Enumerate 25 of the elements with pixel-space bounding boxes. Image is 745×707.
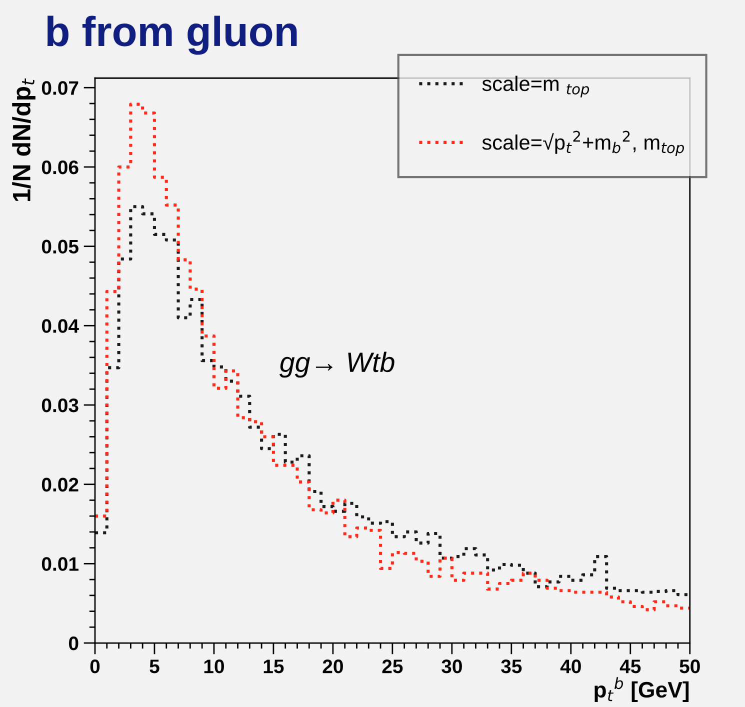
chart-title: b from gluon <box>47 16 297 55</box>
x-tick-label: 0 <box>90 660 100 674</box>
x-tick-label: 40 <box>560 660 581 674</box>
x-tick-label: 10 <box>204 660 224 674</box>
annotation: gg→ Wtb <box>279 352 394 378</box>
x-tick-label: 45 <box>620 660 641 674</box>
x-axis-title: p$_{t}$$^{b}$ [GeV] <box>594 677 689 702</box>
y-tick-label: 0.06 <box>42 160 78 174</box>
y-tick-label: 0.03 <box>42 398 78 412</box>
y-tick-label: 0 <box>68 636 78 650</box>
x-tick-label: 50 <box>680 660 700 674</box>
y-tick-label: 0.01 <box>42 557 78 571</box>
x-tick-label: 25 <box>382 660 403 674</box>
y-tick-label: 0.05 <box>42 240 78 254</box>
x-tick-label: 35 <box>501 660 522 674</box>
x-tick-label: 20 <box>322 660 343 674</box>
x-tick-label: 30 <box>442 660 462 674</box>
y-tick-label: 0.07 <box>42 81 78 95</box>
x-tick-label: 15 <box>264 660 284 674</box>
x-tick-label: 5 <box>150 660 160 674</box>
y-tick-label: 0.04 <box>42 319 79 333</box>
y-tick-label: 0.02 <box>42 478 78 492</box>
y-axis-title: 1/N dN/dp$_{t}$ <box>12 78 36 202</box>
legend-label: scale=√p$_{t}$$^{2}$+m$_{b}$$^{2}$, m$_{top}$ <box>482 130 684 156</box>
legend-label: scale=m $_{top}$ <box>482 76 590 98</box>
